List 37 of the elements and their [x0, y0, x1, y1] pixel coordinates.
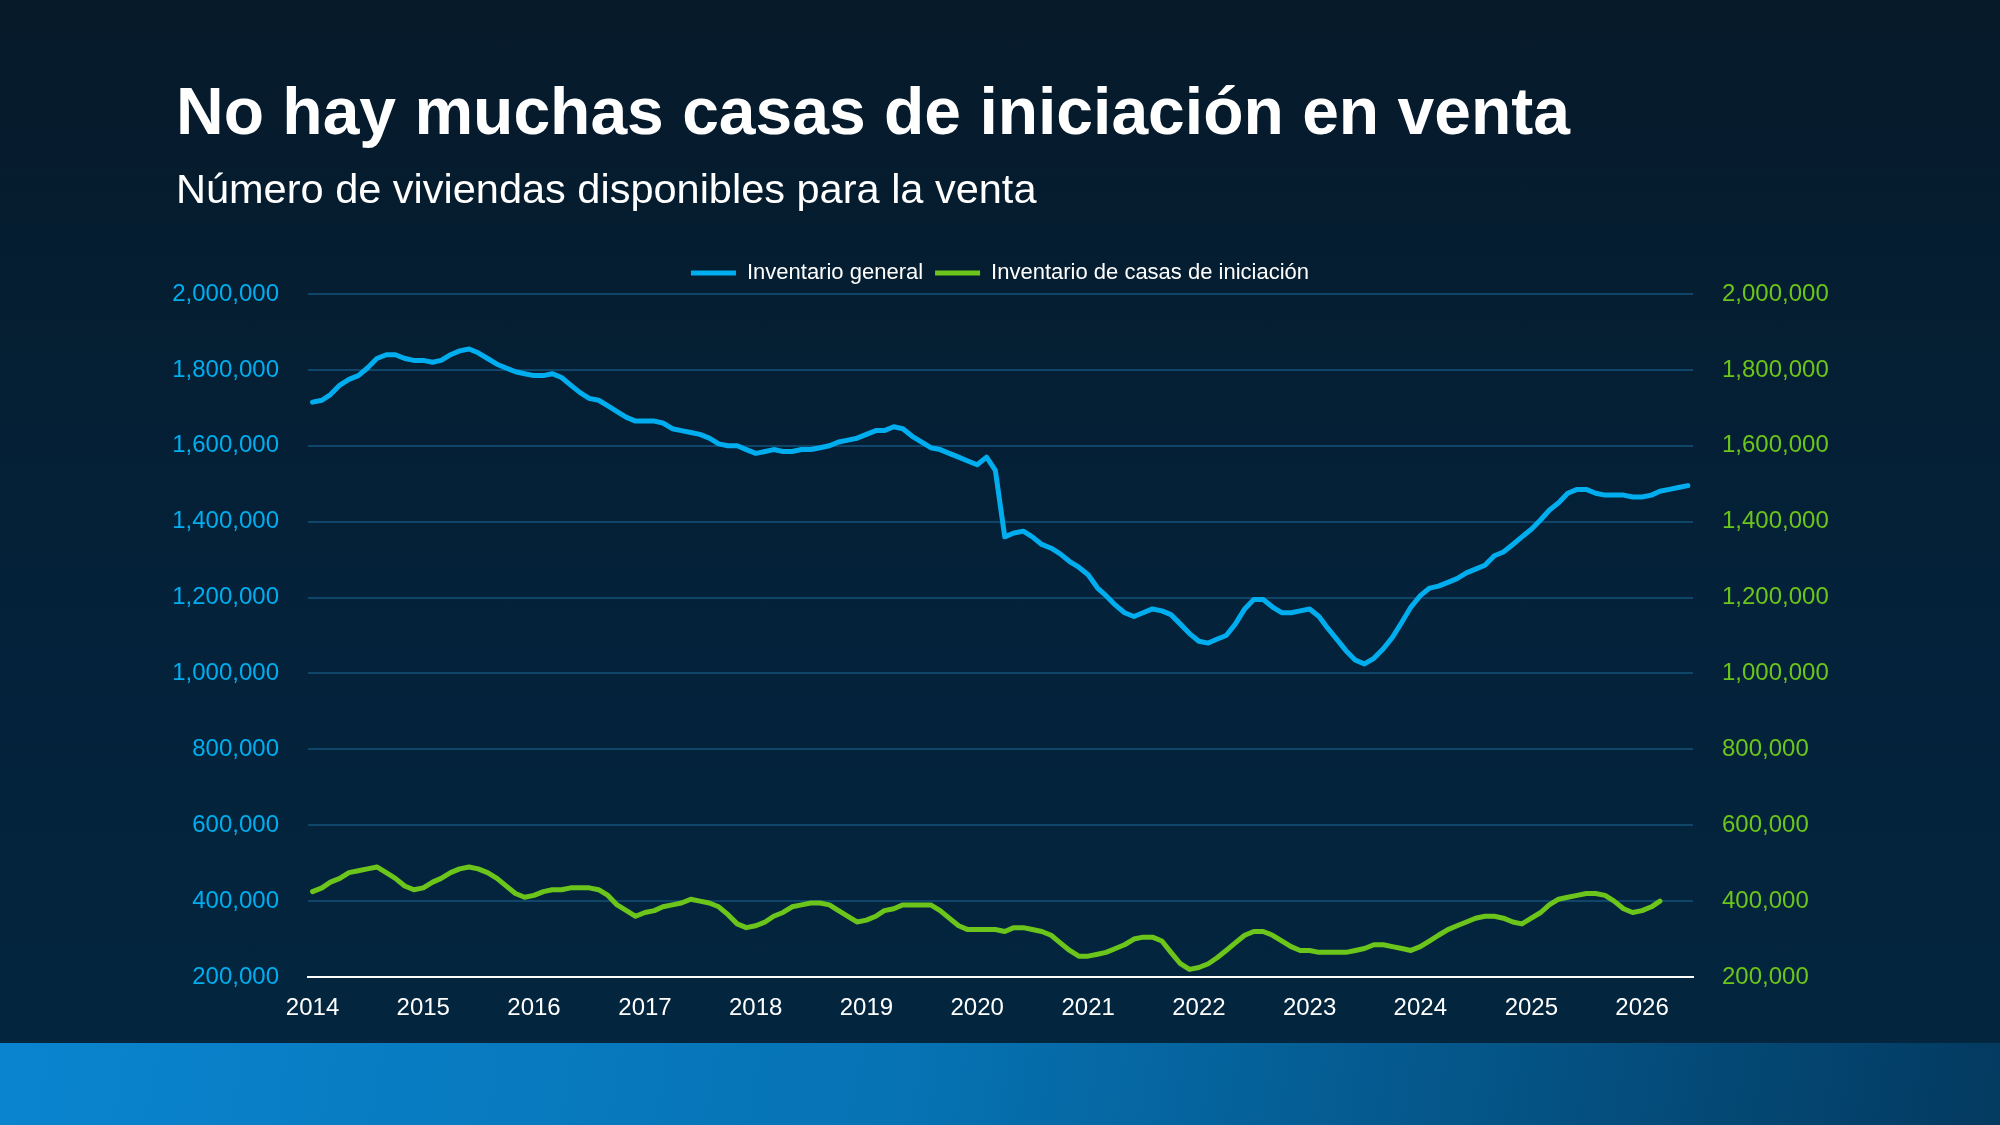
x-tick-label: 2017: [618, 993, 672, 1021]
x-tick-label: 2015: [396, 993, 450, 1021]
y-tick-label: 600,000: [192, 809, 279, 837]
y-tick-label: 1,400,000: [172, 506, 279, 534]
x-tick-label: 2016: [507, 993, 561, 1021]
x-tick-label: 2024: [1393, 993, 1447, 1021]
x-tick-label: 2025: [1504, 993, 1559, 1021]
y-tick-label: 400,000: [192, 885, 279, 913]
x-tick-label: 2018: [729, 993, 783, 1021]
x-tick-label: 2022: [1172, 993, 1226, 1021]
y-tick-label: 800,000: [192, 733, 279, 761]
y2-tick-label: 200,000: [1722, 961, 1809, 989]
y2-tick-label: 2,000,000: [1722, 278, 1829, 306]
x-tick-label: 2014: [285, 993, 340, 1021]
x-tick-label: 2019: [839, 993, 894, 1021]
x-tick-label: 2023: [1282, 993, 1337, 1021]
legend-label: Inventario general: [746, 259, 924, 285]
y-tick-label: 1,000,000: [172, 658, 279, 686]
y-tick-label: 200,000: [192, 961, 279, 989]
y-tick-label: 1,600,000: [172, 430, 279, 458]
y2-tick-label: 1,000,000: [1722, 658, 1829, 686]
chart-subtitle: Número de viviendas disponibles para la venta: [176, 165, 1037, 212]
y2-tick-label: 600,000: [1722, 809, 1809, 837]
y2-tick-label: 1,800,000: [1722, 354, 1829, 382]
y2-tick-label: 1,400,000: [1722, 506, 1829, 534]
y2-tick-label: 1,600,000: [1722, 430, 1829, 458]
chart-title: No hay muchas casas de iniciación en venta: [176, 74, 1570, 148]
x-tick-label: 2026: [1615, 993, 1669, 1021]
y-tick-label: 2,000,000: [172, 278, 279, 306]
y2-tick-label: 1,200,000: [1722, 582, 1829, 610]
y2-tick-label: 400,000: [1722, 885, 1809, 913]
y2-tick-label: 800,000: [1722, 733, 1809, 761]
legend-label: Inventario de casas de iniciación: [991, 259, 1310, 285]
y-tick-label: 1,800,000: [172, 354, 279, 382]
y-tick-label: 1,200,000: [172, 582, 279, 610]
x-tick-label: 2021: [1061, 993, 1115, 1021]
x-tick-label: 2020: [950, 993, 1004, 1021]
